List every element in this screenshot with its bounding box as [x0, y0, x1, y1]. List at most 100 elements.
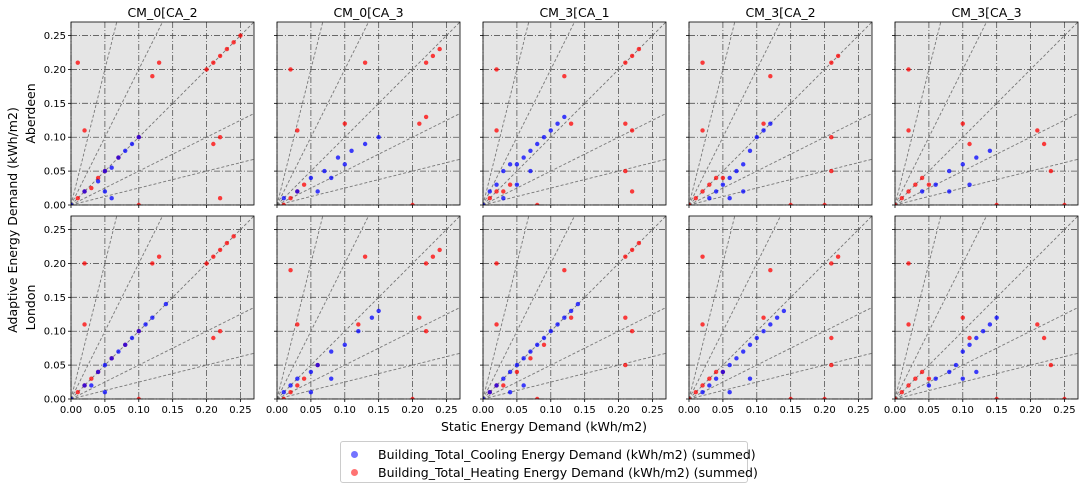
- reference-line: [689, 216, 736, 399]
- cooling-point: [926, 383, 932, 388]
- cooling-point: [82, 189, 87, 194]
- heating-point: [224, 240, 230, 246]
- panel-content: [71, 22, 254, 205]
- heating-point: [700, 383, 705, 388]
- legend-label-heating: Building_Total_Heating Energy Demand (kW…: [378, 464, 758, 480]
- heating-point: [514, 369, 520, 375]
- reference-line: [895, 22, 942, 205]
- heating-point: [960, 315, 965, 320]
- cooling-point: [109, 356, 114, 361]
- heating-point: [707, 182, 712, 187]
- x-tick-label: 0.00: [60, 405, 82, 416]
- x-tick-label: 0.10: [746, 405, 768, 416]
- cooling-point: [974, 335, 979, 341]
- heating-point: [437, 247, 442, 253]
- heating-point: [211, 141, 216, 147]
- heating-point: [720, 175, 726, 181]
- heating-point: [535, 202, 540, 205]
- heating-point: [994, 396, 999, 399]
- reference-line: [71, 113, 254, 205]
- x-tick-label: 0.15: [368, 405, 390, 416]
- x-tick-label: 0.15: [162, 405, 184, 416]
- cooling-point: [960, 162, 965, 167]
- panel-content: [483, 22, 666, 205]
- cooling-point: [342, 342, 347, 347]
- x-tick-label: 0.10: [952, 405, 974, 416]
- legend-marker-heating: [351, 468, 358, 476]
- heating-point: [82, 261, 87, 266]
- heating-point: [430, 254, 436, 259]
- reference-line: [277, 352, 460, 399]
- heating-point: [629, 329, 635, 334]
- cooling-point: [487, 189, 492, 194]
- heating-point: [822, 396, 827, 399]
- x-tick-label: 0.20: [1019, 405, 1041, 416]
- heating-point: [487, 196, 492, 201]
- heating-point: [136, 396, 141, 399]
- cooling-point: [308, 175, 314, 181]
- heating-point: [700, 254, 705, 259]
- reference-line: [689, 113, 872, 205]
- cooling-point: [123, 342, 128, 347]
- heating-point: [150, 74, 155, 79]
- x-tick-label: 0.10: [540, 405, 562, 416]
- x-tick-label: 0.05: [94, 405, 116, 416]
- cooling-point: [281, 196, 286, 201]
- row-label: Aberdeen: [23, 83, 38, 143]
- panel-frame: [276, 21, 461, 206]
- heating-point: [919, 369, 925, 375]
- heating-point: [217, 247, 223, 253]
- legend-item-cooling: Building_Total_Cooling Energy Demand (kW…: [351, 445, 756, 463]
- cooling-point: [562, 315, 567, 320]
- cooling-point: [514, 362, 520, 368]
- heating-point: [1041, 335, 1047, 341]
- cooling-point: [109, 165, 114, 170]
- heating-point: [423, 114, 429, 120]
- reference-line: [277, 22, 460, 205]
- reference-line: [71, 352, 254, 399]
- panel-2: CM_3[CA_1: [480, 5, 667, 208]
- heating-point: [211, 335, 216, 341]
- heating-point: [281, 396, 286, 399]
- reference-line: [71, 22, 254, 205]
- cooling-point: [501, 376, 506, 381]
- cooling-point: [933, 182, 938, 187]
- cooling-point: [95, 369, 101, 375]
- legend-item-heating: Building_Total_Heating Energy Demand (kW…: [351, 463, 758, 481]
- cooling-point: [754, 335, 759, 341]
- reference-line: [689, 22, 872, 205]
- cooling-point: [507, 369, 513, 375]
- heating-point: [136, 202, 141, 205]
- heating-point: [494, 189, 499, 194]
- cooling-point: [483, 202, 486, 205]
- heating-point: [629, 53, 635, 59]
- heating-point: [494, 322, 499, 327]
- heating-point: [535, 396, 540, 399]
- cooling-point: [129, 141, 135, 147]
- y-tick-label: 0.25: [44, 225, 66, 236]
- heating-point: [1062, 396, 1067, 399]
- heating-point: [507, 182, 513, 187]
- heating-point: [829, 168, 834, 174]
- cooling-point: [123, 148, 128, 153]
- panel-content: [71, 216, 254, 399]
- row-label: London: [23, 285, 38, 331]
- heating-point: [1062, 202, 1067, 205]
- panel-frame: [688, 21, 873, 206]
- panel-1: CM_0[CA_3: [274, 5, 461, 208]
- x-tick-label: 0.20: [195, 405, 217, 416]
- x-tick-label: 0.15: [780, 405, 802, 416]
- x-tick-label: 0.00: [678, 405, 700, 416]
- cooling-point: [960, 376, 965, 381]
- y-axis-label: Adaptive Energy Demand (kWh/m2): [5, 107, 20, 333]
- cooling-point: [150, 315, 155, 320]
- reference-line: [689, 307, 872, 399]
- cooling-point: [747, 342, 753, 347]
- heating-point: [362, 60, 368, 65]
- x-tick-label: 0.00: [472, 405, 494, 416]
- x-tick-label: 0.20: [401, 405, 423, 416]
- cooling-point: [768, 322, 773, 327]
- reference-line: [895, 352, 1078, 399]
- cooling-point: [747, 376, 753, 381]
- cooling-point: [487, 390, 492, 395]
